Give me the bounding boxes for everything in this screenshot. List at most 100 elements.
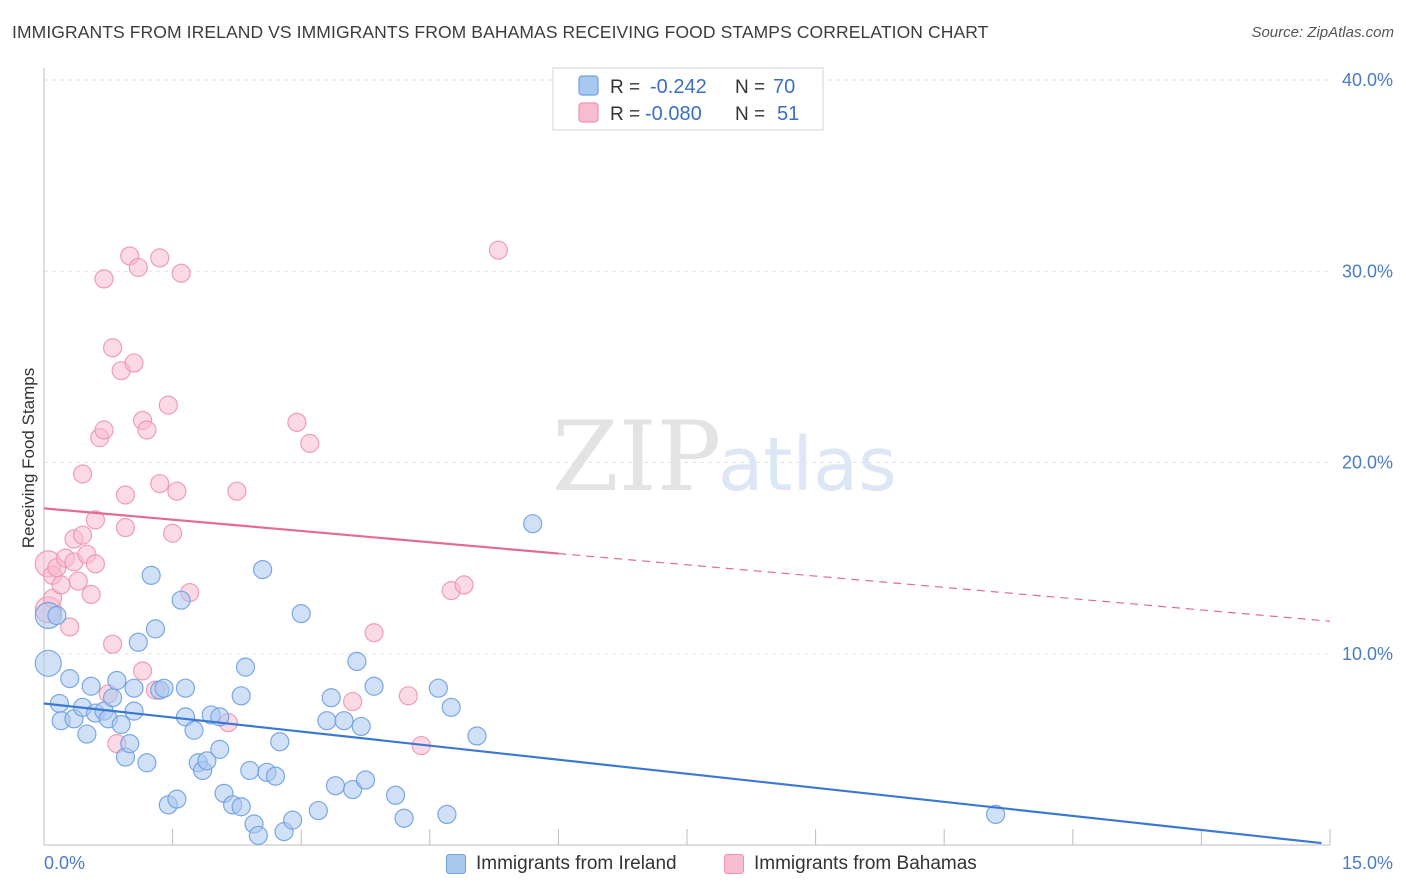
- ireland-point: [248, 825, 268, 846]
- x-tick-label-min: 0.0%: [44, 853, 85, 873]
- ireland-point: [167, 789, 187, 809]
- x-tick-label-max: 15.0%: [1342, 853, 1393, 873]
- ireland-point: [107, 670, 127, 691]
- bahamas-point: [300, 433, 320, 453]
- ireland-point: [137, 753, 157, 773]
- ireland-point: [34, 649, 62, 677]
- bottom-swatch-ireland: [446, 854, 466, 874]
- legend-label-bahamas: Immigrants from Bahamas: [754, 853, 977, 874]
- bahamas-point: [171, 263, 191, 283]
- bahamas-point: [85, 554, 106, 574]
- ireland-point: [102, 688, 123, 708]
- ireland-trend-line: [43, 702, 1322, 845]
- ireland-point: [120, 734, 140, 754]
- ireland-point: [145, 619, 166, 639]
- ireland-point: [364, 676, 384, 696]
- bahamas-point: [167, 481, 187, 501]
- bahamas-point: [68, 571, 88, 591]
- ireland-point: [231, 797, 251, 817]
- legend-n-value-ireland: 70: [773, 76, 795, 98]
- trend-lines: [43, 507, 1331, 845]
- legend-item-ireland[interactable]: Immigrants from Ireland: [446, 850, 677, 878]
- legend-swatch-ireland: [578, 75, 599, 96]
- bahamas-point: [124, 353, 144, 373]
- watermark-zip: ZIP: [552, 401, 721, 513]
- ireland-point: [351, 716, 371, 737]
- legend-r-value-ireland: -0.242: [650, 76, 707, 98]
- grid-lines: [44, 79, 1330, 655]
- ireland-point: [385, 785, 406, 805]
- ireland-point: [141, 565, 161, 585]
- bahamas-trend-line: [43, 507, 559, 555]
- y-tick-labels: 10.0% 20.0% 30.0% 40.0%: [1342, 70, 1393, 664]
- y-tick-label-10: 10.0%: [1342, 644, 1393, 664]
- ireland-point: [111, 714, 131, 735]
- bahamas-point: [398, 686, 418, 706]
- legend-r-value-bahamas: -0.080: [645, 103, 702, 125]
- y-tick-label-40: 40.0%: [1342, 70, 1393, 90]
- bahamas-point: [150, 248, 170, 268]
- ireland-point: [283, 810, 303, 830]
- ireland-point: [231, 686, 251, 706]
- bahamas-point: [158, 395, 178, 415]
- legend-r-label-ireland: R =: [610, 77, 640, 98]
- bahamas-point: [102, 338, 123, 358]
- ireland-point: [235, 657, 256, 677]
- ireland-point: [343, 779, 363, 800]
- ireland-point: [325, 776, 346, 796]
- ireland-point: [523, 514, 543, 534]
- ireland-point: [81, 676, 101, 696]
- legend-label-ireland: Immigrants from Ireland: [476, 853, 677, 874]
- bahamas-point: [132, 661, 153, 681]
- ireland-point: [154, 678, 174, 698]
- bahamas-point: [163, 523, 183, 543]
- x-tick-marks: [172, 829, 1331, 845]
- ireland-point: [986, 804, 1006, 825]
- chart-title: IMMIGRANTS FROM IRELAND VS IMMIGRANTS FR…: [12, 22, 989, 42]
- ireland-point: [124, 678, 144, 698]
- bahamas-point: [115, 485, 136, 505]
- stats-legend: R = -0.242 N = 70 R = -0.080 N = 51: [552, 67, 824, 131]
- bahamas-point: [150, 473, 170, 494]
- ireland-point: [317, 711, 337, 731]
- ireland-point: [253, 559, 273, 580]
- ireland-point: [334, 711, 354, 731]
- legend-r-label-bahamas: R =: [610, 104, 640, 125]
- y-tick-label-20: 20.0%: [1342, 453, 1393, 473]
- ireland-point: [128, 632, 148, 652]
- bahamas-point: [85, 510, 106, 530]
- bahamas-point: [488, 240, 508, 260]
- bahamas-point: [227, 481, 247, 501]
- ireland-point: [240, 760, 260, 781]
- source-label: Source: ZipAtlas.com: [1251, 24, 1394, 41]
- bahamas-point: [364, 623, 384, 643]
- ireland-point: [47, 605, 67, 626]
- legend-n-label-ireland: N =: [735, 77, 765, 98]
- ireland-point: [291, 603, 311, 624]
- ireland-point: [308, 800, 328, 821]
- bahamas-trend-extension: [558, 552, 1331, 622]
- ireland-point: [210, 739, 230, 759]
- ireland-point: [437, 804, 457, 825]
- legend-n-value-bahamas: 51: [777, 103, 799, 125]
- bahamas-point: [72, 525, 93, 545]
- legend-item-bahamas[interactable]: Immigrants from Bahamas: [724, 850, 977, 878]
- bahamas-point: [94, 269, 114, 289]
- ireland-point: [175, 678, 196, 698]
- bahamas-points: [34, 240, 508, 756]
- bahamas-point: [287, 412, 307, 432]
- bottom-swatch-bahamas: [724, 854, 744, 874]
- bahamas-point: [102, 634, 123, 654]
- bahamas-point: [72, 464, 93, 484]
- bahamas-point: [128, 257, 148, 278]
- ireland-point: [265, 766, 286, 786]
- legend-n-label-bahamas: N =: [735, 104, 765, 125]
- legend-swatch-bahamas: [578, 102, 599, 123]
- bahamas-point: [137, 420, 157, 440]
- ireland-point: [77, 724, 97, 744]
- ireland-point: [467, 726, 487, 746]
- ireland-point: [270, 732, 290, 752]
- bahamas-point: [115, 517, 136, 538]
- ireland-point: [197, 751, 217, 771]
